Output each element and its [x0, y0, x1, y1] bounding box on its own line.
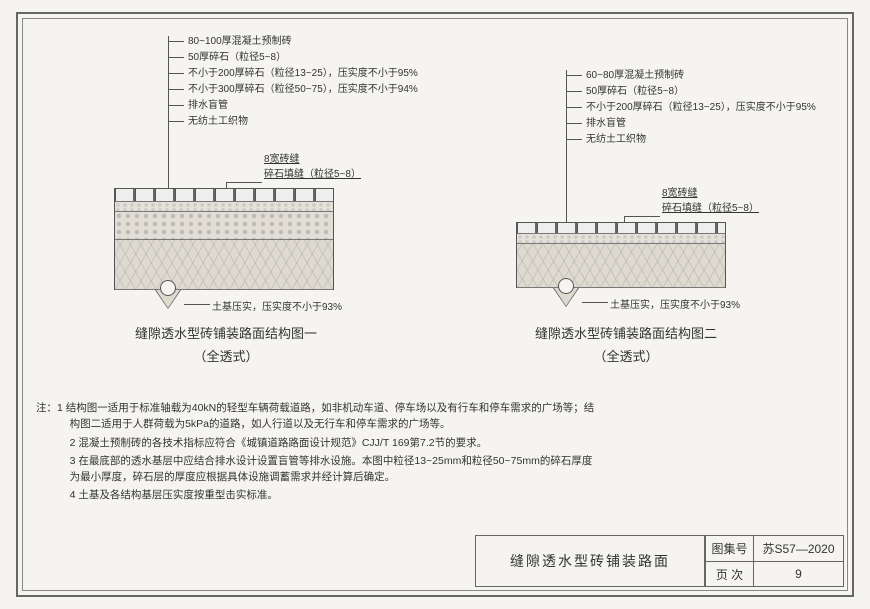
d1-subgrade-text: 土基压实，压实度不小于93% — [212, 298, 342, 313]
diagram-1-labels: 80~100厚混凝土预制砖 50厚碎石（粒径5~8） 不小于200厚碎石（粒径1… — [168, 34, 418, 130]
drawing-title: 缝隙透水型砖铺装路面 — [475, 535, 705, 587]
d2-label-2: 不小于200厚碎石（粒径13~25），压实度不小于95% — [566, 100, 816, 116]
d2-label-1: 50厚碎石（粒径5~8） — [566, 84, 816, 100]
d2-caption-sub: （全透式） — [496, 345, 756, 368]
diagram-2-labels: 60~80厚混凝土预制砖 50厚碎石（粒径5~8） 不小于200厚碎石（粒径13… — [566, 68, 816, 148]
title-block: 缝隙透水型砖铺装路面 图集号 苏S57—2020 页 次 9 — [475, 535, 844, 587]
d1-layer-coarse — [115, 240, 333, 290]
d1-label-4: 排水盲管 — [168, 98, 418, 114]
title-block-grid: 图集号 苏S57—2020 页 次 9 — [705, 535, 844, 587]
d1-subgrade-leader — [184, 304, 210, 305]
d2-label-4: 无纺土工织物 — [566, 132, 816, 148]
d2-annot1: 8宽砖缝 — [662, 184, 759, 199]
d1-drain-pipe — [160, 280, 176, 296]
d2-layer-fine — [517, 234, 725, 244]
note-1: 注：1 结构图一适用于标准轴载为40kN的轻型车辆荷载道路，如非机动车道、停车场… — [36, 400, 596, 433]
note-2: 2 混凝土预制砖的各技术指标应符合《城镇道路路面设计规范》CJJ/T 169第7… — [36, 435, 596, 451]
d1-label-2: 不小于200厚碎石（粒径13~25），压实度不小于95% — [168, 66, 418, 82]
d2-label-0: 60~80厚混凝土预制砖 — [566, 68, 816, 84]
d1-label-5: 无纺土工织物 — [168, 114, 418, 130]
d1-caption-sub: （全透式） — [96, 345, 356, 368]
d1-cross-section — [114, 188, 334, 290]
diagram-1: 80~100厚混凝土预制砖 50厚碎石（粒径5~8） 不小于200厚碎石（粒径1… — [26, 22, 426, 382]
tb-page-label: 页 次 — [705, 561, 753, 586]
note-3: 3 在最底部的透水基层中应结合排水设计设置盲管等排水设施。本图中粒径13~25m… — [36, 453, 596, 486]
tb-code-label: 图集号 — [705, 536, 753, 561]
d1-layer-brick — [115, 188, 333, 202]
d2-cross-section — [516, 222, 726, 288]
diagram-2: 60~80厚混凝土预制砖 50厚碎石（粒径5~8） 不小于200厚碎石（粒径13… — [446, 22, 846, 382]
d2-caption-main: 缝隙透水型砖铺装路面结构图二 — [496, 322, 756, 345]
d2-caption: 缝隙透水型砖铺装路面结构图二 （全透式） — [496, 322, 756, 369]
d2-drain-pipe — [558, 278, 574, 294]
d2-subgrade-text: 土基压实，压实度不小于93% — [610, 296, 740, 311]
d2-subgrade-leader — [582, 302, 608, 303]
d2-annot2: 碎石填缝（粒径5~8） — [662, 199, 759, 214]
d2-layer-brick — [517, 222, 725, 234]
d1-layer-med — [115, 212, 333, 240]
d2-layer-coarse — [517, 244, 725, 288]
d1-annot2: 碎石填缝（粒径5~8） — [264, 165, 361, 180]
d1-layer-fine — [115, 202, 333, 212]
tb-code-value: 苏S57—2020 — [753, 536, 843, 561]
d2-label-3: 排水盲管 — [566, 116, 816, 132]
d1-label-3: 不小于300厚碎石（粒径50~75），压实度不小于94% — [168, 82, 418, 98]
notes-block: 注：1 结构图一适用于标准轴载为40kN的轻型车辆荷载道路，如非机动车道、停车场… — [36, 400, 596, 506]
note-4: 4 土基及各结构基层压实度按重型击实标准。 — [36, 487, 596, 503]
d1-label-0: 80~100厚混凝土预制砖 — [168, 34, 418, 50]
d1-annot1: 8宽砖缝 — [264, 150, 361, 165]
d2-annotation-joint: 8宽砖缝 碎石填缝（粒径5~8） — [662, 184, 759, 214]
d1-caption: 缝隙透水型砖铺装路面结构图一 （全透式） — [96, 322, 356, 369]
d2-annot-leader — [624, 216, 660, 217]
d1-label-1: 50厚碎石（粒径5~8） — [168, 50, 418, 66]
tb-page-value: 9 — [753, 561, 843, 586]
d1-caption-main: 缝隙透水型砖铺装路面结构图一 — [96, 322, 356, 345]
d1-annotation-joint: 8宽砖缝 碎石填缝（粒径5~8） — [264, 150, 361, 180]
page-content: 80~100厚混凝土预制砖 50厚碎石（粒径5~8） 不小于200厚碎石（粒径1… — [26, 22, 844, 587]
d1-annot-leader — [226, 182, 262, 183]
